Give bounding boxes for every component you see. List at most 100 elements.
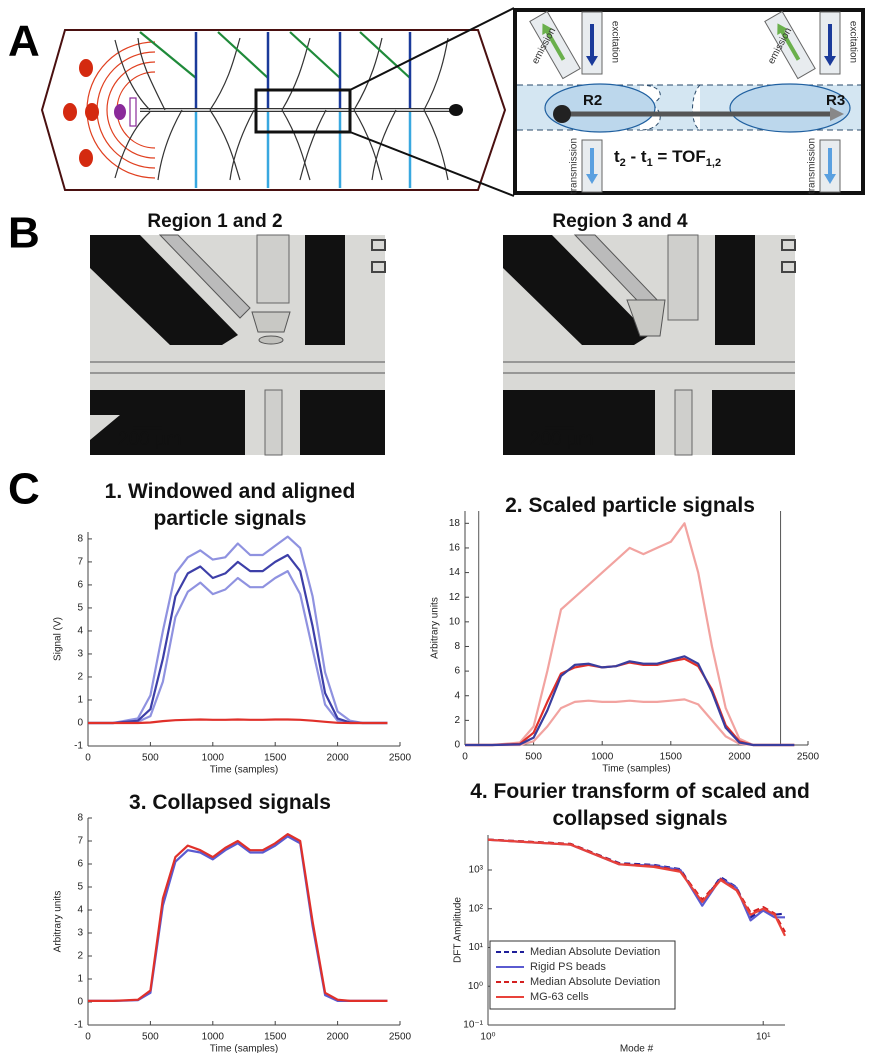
y-tick-label: 2	[77, 951, 83, 962]
micrograph-part	[667, 234, 699, 321]
series-line	[88, 835, 388, 1002]
y-tick-label: 3	[77, 928, 83, 939]
series-line	[487, 838, 786, 937]
region-label: R3	[826, 92, 845, 109]
series-line	[88, 718, 388, 725]
chart-title: 4. Fourier transform of scaled and colla…	[470, 780, 810, 830]
panel-label: C	[8, 465, 40, 514]
y-tick-label: 5	[77, 603, 83, 614]
zoom-diagram-part	[553, 105, 571, 123]
chip-diagram-part	[449, 104, 463, 116]
chip-diagram-part	[289, 31, 341, 79]
chip-diagram-part	[349, 131, 515, 197]
y-tick-label: 12	[449, 592, 461, 603]
y-tick-label: 3	[77, 649, 83, 660]
chip-diagram-part	[157, 109, 397, 181]
micrograph-part	[300, 390, 385, 455]
micrograph-part	[712, 390, 795, 455]
zoom-diagram-part	[586, 56, 598, 66]
zoom-diagram-part-part	[544, 29, 566, 61]
micrograph-part	[626, 299, 666, 337]
zoom-diagram-part	[729, 83, 851, 133]
x-tick-label: 1000	[202, 753, 225, 764]
chip-diagram-part	[79, 149, 93, 167]
chip-diagram-part	[353, 37, 449, 181]
chip-diagram-part	[209, 37, 311, 181]
zoom-diagram-part	[544, 83, 656, 133]
formula-sub: 1,2	[706, 157, 721, 169]
micrograph-part	[371, 261, 386, 273]
legend-label: Median Absolute Deviation	[530, 976, 660, 988]
x-tick-label: 500	[525, 752, 542, 763]
zoom-diagram-part-part	[777, 23, 788, 36]
micrograph-part	[256, 234, 290, 304]
waveguide-label: transmission	[569, 138, 580, 194]
micrograph-part	[90, 235, 238, 345]
micrograph-part	[90, 415, 120, 440]
chart-title: 1. Windowed and aligned particle signals	[104, 480, 356, 530]
y-tick-label: 16	[449, 543, 461, 554]
series-line	[465, 655, 795, 747]
legend-label: Rigid PS beads	[530, 961, 606, 973]
x-tick-label: 500	[142, 753, 159, 764]
y-tick-label: 7	[77, 557, 83, 568]
x-tick-label: 2000	[326, 1032, 349, 1043]
chart: 0 500 1000 1500 2000 2500 0 2 4 6 8 10 12 14 16 18 Time …	[430, 511, 820, 775]
x-tick-label: 2500	[797, 752, 820, 763]
y-tick-label: 4	[77, 905, 83, 916]
micrograph-part	[503, 235, 650, 345]
y-tick-label: 6	[77, 580, 83, 591]
y-tick-label: 6	[77, 859, 83, 870]
x-tick-label: 0	[85, 1032, 91, 1043]
y-tick-label: -1	[74, 1020, 83, 1031]
y-tick-label: 10⁰	[468, 981, 483, 992]
x-axis-label: Time (samples)	[602, 764, 671, 775]
chip-diagram-part	[217, 31, 269, 79]
chart-title: 2. Scaled particle signals	[505, 494, 755, 517]
chip-diagram-part	[106, 61, 156, 159]
chart-title: 3. Collapsed signals	[129, 791, 331, 814]
x-tick-label: 2500	[389, 753, 412, 764]
micrograph-part	[90, 290, 150, 345]
chip-diagram-part	[63, 103, 77, 121]
formula-part: = TOF	[653, 147, 706, 166]
waveguide-label: excitation	[847, 21, 858, 63]
zoom-diagram-part	[830, 107, 844, 121]
image-title: Region 3 and 4	[552, 211, 688, 232]
y-tick-label: 10	[449, 616, 461, 627]
series-line	[465, 698, 795, 747]
micrograph-part	[781, 239, 796, 251]
micrograph-part	[251, 311, 291, 333]
chip-diagram-part	[114, 104, 126, 120]
x-axis-label: Mode #	[620, 1044, 654, 1053]
y-tick-label: 1	[77, 695, 83, 706]
micrograph-part	[674, 389, 693, 456]
y-tick-label: 5	[77, 882, 83, 893]
y-tick-label: 4	[77, 626, 83, 637]
x-tick-label: 1500	[264, 753, 287, 764]
micrograph-part	[503, 390, 655, 455]
tof-formula: t2 - t1 = TOF1,2	[614, 147, 721, 168]
x-tick-label: 500	[142, 1032, 159, 1043]
x-axis-label: Time (samples)	[210, 1044, 279, 1053]
waveguide-label: excitation	[609, 21, 620, 63]
series-line	[487, 838, 786, 919]
zoom-diagram-part-part	[779, 29, 801, 61]
x-axis-label: Time (samples)	[210, 765, 279, 776]
scale-bar-label: 200 µm	[118, 429, 182, 450]
y-tick-label: 0	[77, 997, 83, 1008]
zoom-diagram	[513, 8, 865, 195]
scale-bar-label: 200 µm	[530, 429, 594, 450]
micrograph-part	[305, 235, 345, 345]
y-tick-label: 2	[454, 715, 460, 726]
micrograph-part	[715, 235, 755, 345]
micrograph-part	[158, 234, 251, 319]
y-tick-label: 8	[77, 534, 83, 545]
series-line	[487, 838, 785, 922]
chip-diagram-part	[139, 31, 197, 79]
x-tick-label: 0	[85, 753, 91, 764]
x-tick-label: 10⁰	[480, 1032, 495, 1043]
